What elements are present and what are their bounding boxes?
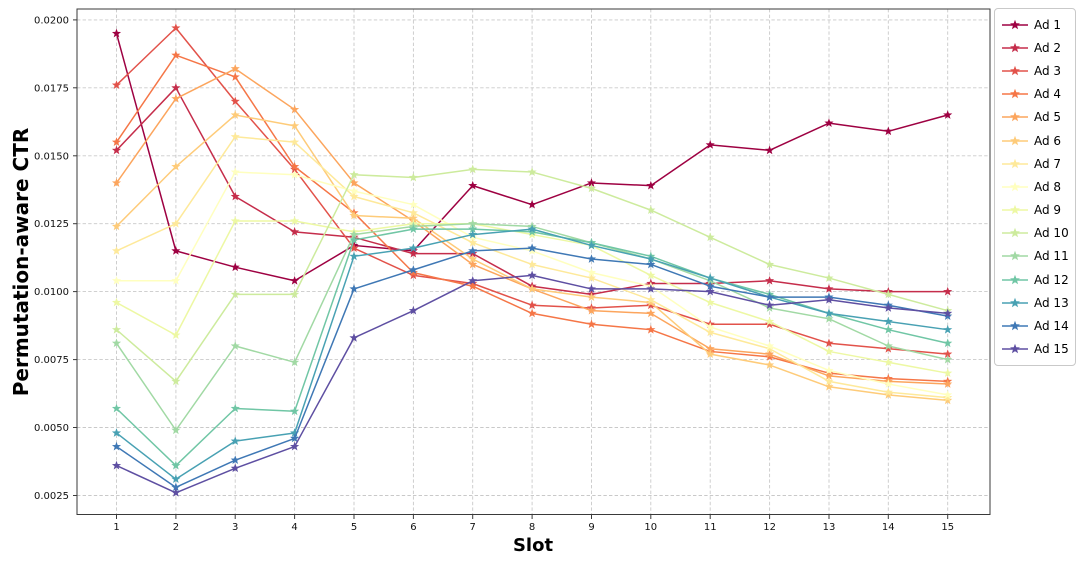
x-tick-label: 3 xyxy=(232,522,238,533)
y-axis-label: Permutation-aware CTR xyxy=(9,128,33,397)
plot-border xyxy=(76,8,991,515)
legend-item-label: Ad 1 xyxy=(1034,17,1062,32)
x-tick-label: 6 xyxy=(410,522,416,533)
x-tick-label: 15 xyxy=(941,522,954,533)
series-line-ad-11 xyxy=(115,222,949,431)
x-tick-label: 5 xyxy=(351,522,357,533)
x-tick-label: 1 xyxy=(113,522,119,533)
legend-item-label: Ad 3 xyxy=(1034,63,1062,78)
legend-item-label: Ad 14 xyxy=(1034,319,1069,334)
x-tick-label: 12 xyxy=(763,522,776,533)
y-tick-label: 0.0050 xyxy=(34,423,69,434)
legend-item-label: Ad 2 xyxy=(1034,40,1062,55)
legend-item-label: Ad 8 xyxy=(1034,179,1062,194)
legend-item-ad-9: Ad 9 xyxy=(1001,199,1071,222)
legend-marker-icon xyxy=(1002,112,1028,122)
y-tick-label: 0.0075 xyxy=(34,355,69,366)
legend-marker-icon xyxy=(1002,135,1028,145)
x-tick-label: 4 xyxy=(291,522,297,533)
legend-marker-icon xyxy=(1002,88,1028,99)
legend-item-label: Ad 4 xyxy=(1034,87,1062,102)
x-tick-label: 11 xyxy=(704,522,717,533)
legend-marker-icon xyxy=(1002,228,1028,238)
legend: Ad 1 Ad 2 Ad 3 Ad 4 Ad 5 Ad 6 Ad 7 Ad 8 Ad 9 Ad 1… xyxy=(994,8,1076,366)
legend-item-ad-6: Ad 6 xyxy=(1001,129,1071,152)
x-tick-label: 9 xyxy=(588,522,594,533)
legend-item-ad-13: Ad 13 xyxy=(1001,291,1071,314)
axis-tick-labels: 0.0025 0.0050 0.0075 0.0100 0.0125 0.0150 0.01… xyxy=(34,15,954,533)
x-tick-label: 10 xyxy=(644,522,657,533)
legend-item-label: Ad 10 xyxy=(1034,226,1069,241)
legend-marker-icon xyxy=(1002,158,1028,168)
legend-item-ad-11: Ad 11 xyxy=(1001,245,1071,268)
legend-marker-icon xyxy=(1002,42,1028,52)
y-tick-label: 0.0150 xyxy=(34,151,69,162)
legend-marker-icon xyxy=(1002,204,1028,215)
x-tick-label: 2 xyxy=(173,522,179,533)
gridlines xyxy=(77,9,990,515)
x-tick-label: 7 xyxy=(470,522,476,533)
legend-marker-icon xyxy=(1002,344,1028,354)
legend-marker-icon xyxy=(1002,19,1028,29)
x-axis-label: Slot xyxy=(513,535,554,556)
legend-item-label: Ad 6 xyxy=(1034,133,1062,148)
legend-item-ad-10: Ad 10 xyxy=(1001,222,1071,245)
legend-item-label: Ad 11 xyxy=(1034,249,1069,264)
legend-item-label: Ad 9 xyxy=(1034,203,1062,218)
y-tick-label: 0.0200 xyxy=(34,15,69,26)
axis-ticks xyxy=(73,19,949,519)
legend-item-label: Ad 7 xyxy=(1034,156,1062,171)
series-lines xyxy=(111,23,953,497)
legend-item-label: Ad 5 xyxy=(1034,110,1062,125)
legend-item-ad-14: Ad 14 xyxy=(1001,314,1071,337)
legend-item-ad-12: Ad 12 xyxy=(1001,268,1071,291)
x-tick-label: 14 xyxy=(882,522,895,533)
legend-item-ad-5: Ad 5 xyxy=(1001,106,1071,129)
legend-marker-icon xyxy=(1002,274,1028,284)
y-tick-label: 0.0125 xyxy=(34,219,69,230)
y-tick-label: 0.0100 xyxy=(34,287,69,298)
legend-marker-icon xyxy=(1002,65,1028,76)
legend-marker-icon xyxy=(1002,181,1028,192)
legend-item-ad-8: Ad 8 xyxy=(1001,175,1071,198)
legend-item-ad-2: Ad 2 xyxy=(1001,36,1071,59)
legend-item-label: Ad 12 xyxy=(1034,272,1069,287)
legend-item-ad-1: Ad 1 xyxy=(1001,13,1071,36)
y-tick-label: 0.0025 xyxy=(34,491,69,502)
legend-item-label: Ad 15 xyxy=(1034,342,1069,357)
legend-item-ad-15: Ad 15 xyxy=(1001,338,1071,361)
y-tick-label: 0.0175 xyxy=(34,83,69,94)
legend-marker-icon xyxy=(1002,297,1028,308)
legend-item-ad-4: Ad 4 xyxy=(1001,83,1071,106)
x-tick-label: 8 xyxy=(529,522,535,533)
legend-item-ad-3: Ad 3 xyxy=(1001,59,1071,82)
x-tick-label: 13 xyxy=(823,522,836,533)
legend-item-label: Ad 13 xyxy=(1034,295,1069,310)
legend-marker-icon xyxy=(1002,320,1028,331)
legend-item-ad-7: Ad 7 xyxy=(1001,152,1071,175)
legend-marker-icon xyxy=(1002,251,1028,261)
